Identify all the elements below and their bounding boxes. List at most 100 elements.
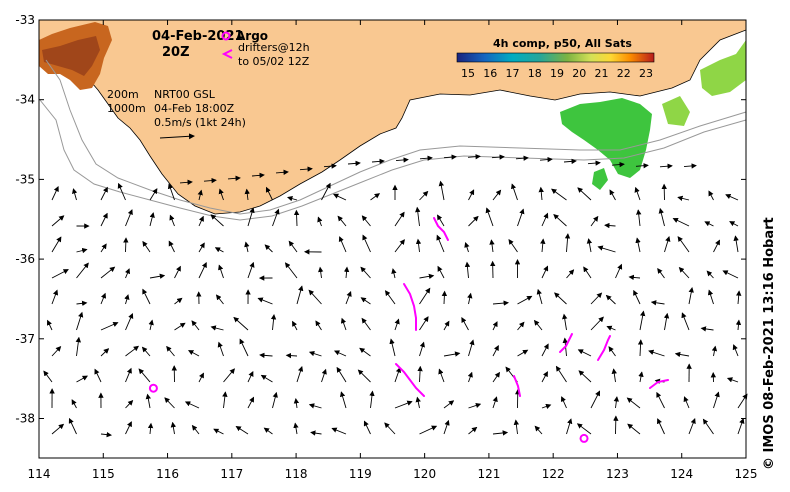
current-vector (75, 336, 81, 357)
current-vector (437, 214, 445, 227)
current-vector (360, 297, 371, 305)
current-vector (51, 215, 65, 227)
current-vector (577, 187, 592, 201)
current-vector (339, 391, 347, 409)
current-vector (615, 263, 623, 279)
sst-patch-east (560, 98, 652, 178)
current-vector (197, 189, 203, 201)
colorbar-title: 4h comp, p50, All Sats (493, 37, 632, 50)
current-vector (419, 316, 429, 331)
current-vector (149, 212, 155, 227)
current-vector (492, 300, 509, 306)
current-vector (467, 371, 473, 383)
current-vector (704, 221, 714, 227)
current-vector (141, 346, 151, 357)
current-vector (517, 295, 533, 305)
drifter-tracks (395, 217, 669, 397)
isobath-200m (45, 59, 747, 215)
colorbar-tick-label: 21 (595, 67, 609, 80)
current-vector (538, 186, 544, 201)
current-vector (338, 236, 347, 253)
current-vector (51, 423, 65, 435)
current-vector (395, 157, 409, 163)
current-vector (370, 193, 381, 201)
current-vector (357, 369, 371, 383)
current-vector (125, 367, 132, 383)
drifter-legend-line1: drifters@12h (238, 41, 310, 54)
current-vector (708, 190, 714, 201)
current-vector (384, 422, 396, 435)
current-vector (293, 422, 299, 435)
current-vectors (43, 153, 748, 438)
current-vector (415, 206, 421, 227)
current-vector (384, 290, 396, 305)
lon-tick-label: 115 (92, 467, 115, 481)
current-vector (541, 371, 548, 383)
lon-tick-label: 122 (542, 467, 565, 481)
lat-tick-label: -35 (15, 172, 35, 186)
current-vector (203, 177, 217, 184)
current-vector (436, 234, 445, 253)
current-vector (492, 371, 501, 383)
lon-tick-label: 125 (735, 467, 758, 481)
current-vector (533, 319, 543, 331)
colorbar-tick-label: 18 (528, 67, 542, 80)
current-vector (677, 195, 690, 202)
current-vector (296, 285, 304, 305)
current-vector (438, 180, 445, 201)
current-vector (308, 289, 322, 305)
current-vector (539, 156, 553, 163)
current-vector (198, 215, 204, 227)
current-vector (515, 155, 529, 161)
current-vector (272, 391, 278, 409)
current-vector (394, 400, 413, 409)
lat-tick-label: -36 (15, 252, 35, 266)
current-vector (587, 160, 601, 166)
current-vector (560, 396, 567, 409)
current-vector (125, 421, 132, 435)
current-vector (517, 208, 525, 227)
lat-tick-label: -33 (15, 13, 35, 27)
lat-tick-label: -38 (15, 412, 35, 426)
current-vector (551, 188, 567, 201)
argo-float-marker (579, 433, 589, 443)
current-vector (664, 236, 671, 253)
current-vector (417, 365, 423, 383)
current-vector (264, 244, 273, 253)
current-vector (492, 189, 502, 201)
current-vector (43, 370, 53, 383)
current-vector (340, 317, 347, 331)
current-vector (51, 236, 62, 253)
current-vector (125, 345, 140, 357)
current-vector (468, 189, 475, 201)
current-vector (597, 245, 616, 253)
current-vector (244, 188, 250, 201)
current-vector (725, 194, 739, 201)
colorbar-tick-label: 22 (617, 67, 631, 80)
colorbar-tick-label: 23 (639, 67, 653, 80)
current-vector (149, 188, 158, 201)
current-vector (578, 370, 592, 383)
current-vector (492, 345, 499, 357)
isobath-1000m-label: 1000m (107, 102, 146, 115)
current-vector (635, 237, 641, 253)
colorbar-tick-label: 15 (461, 67, 475, 80)
current-vector (726, 377, 739, 383)
current-vector (657, 267, 665, 279)
drifter-legend-icon (221, 49, 233, 59)
current-vector (517, 349, 529, 357)
current-vector (124, 268, 130, 279)
current-vector (247, 207, 255, 227)
current-vector (674, 351, 690, 358)
current-vector (68, 417, 77, 435)
current-vector (315, 320, 322, 331)
current-vector (288, 240, 298, 253)
current-vector (713, 239, 720, 253)
current-vector (270, 314, 277, 331)
current-vector (308, 351, 322, 357)
current-vector (210, 325, 224, 331)
current-vector (100, 431, 112, 438)
lon-tick-label: 114 (28, 467, 51, 481)
current-vector (318, 266, 324, 279)
current-vector (729, 221, 739, 227)
